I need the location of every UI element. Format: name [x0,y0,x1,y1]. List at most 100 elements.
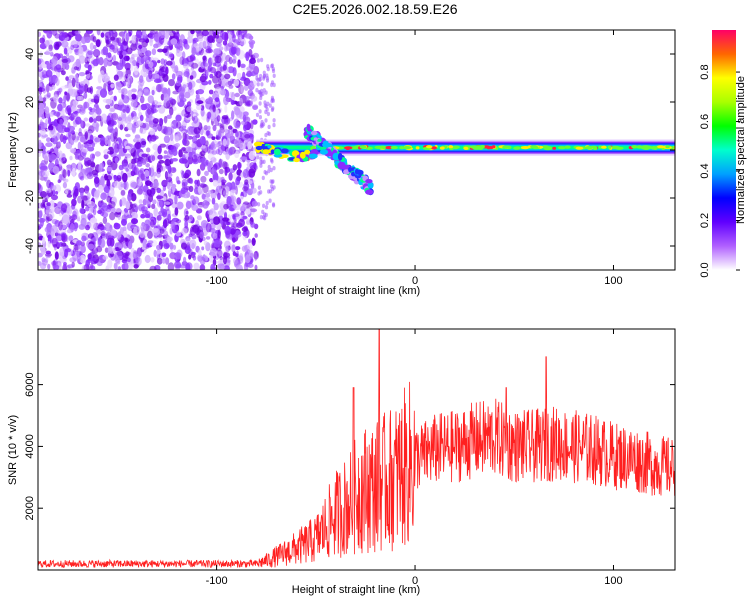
noise-speckle [248,238,252,244]
noise-speckle [162,219,168,229]
noise-speckle [46,92,51,98]
noise-speckle [70,40,78,48]
noise-speckle [172,167,176,172]
noise-speckle [46,30,53,39]
noise-speckle [83,92,88,99]
noise-speckle [53,94,59,103]
noise-speckle [153,33,160,43]
noise-speckle [146,107,155,116]
noise-speckle [207,209,214,215]
noise-speckle [244,179,249,185]
noise-speckle [248,82,255,91]
noise-speckle [38,170,46,177]
noise-speckle [175,219,182,224]
noise-speckle [62,214,70,225]
noise-speckle [191,142,196,149]
noise-speckle [261,175,265,181]
noise-speckle [211,150,217,155]
noise-speckle [118,76,127,82]
noise-speckle [132,250,138,260]
spectrogram-xtick-label: 100 [604,275,622,287]
noise-speckle [260,82,264,87]
noise-speckle [76,217,81,222]
tone-hotspot [486,146,491,150]
noise-speckle [51,194,58,201]
noise-speckle [178,149,183,158]
noise-speckle [178,86,186,95]
noise-speckle [44,51,51,55]
noise-speckle [127,155,132,164]
noise-speckle [249,58,256,65]
descending-feature-mark [319,149,329,155]
tone-hotspot [502,145,510,149]
noise-speckle [106,237,112,247]
noise-speckle [250,222,256,228]
noise-speckle [73,222,78,232]
noise-speckle [213,202,219,211]
noise-speckle [166,60,173,66]
noise-speckle [45,217,50,223]
colorbar: 0.0 0.2 0.4 0.6 0.8 Normalized spectral ampl… [699,30,747,278]
noise-speckle [88,130,92,135]
noise-speckle [120,197,127,206]
tone-hotspot [367,146,371,150]
noise-speckle [158,68,163,77]
noise-speckle [58,97,63,104]
noise-speckle [131,163,137,172]
noise-speckle [220,30,224,33]
tone-hotspot [552,146,557,150]
tone-segment [253,141,263,147]
noise-speckle [157,154,163,160]
noise-speckle [140,213,146,219]
noise-speckle [243,77,251,86]
noise-speckle [240,195,244,200]
noise-speckle [242,186,249,192]
noise-speckle [119,124,124,131]
noise-speckle [272,82,276,88]
noise-speckle [211,197,216,205]
noise-speckle [109,44,115,50]
noise-speckle [196,168,201,177]
noise-speckle [86,172,94,180]
noise-speckle [74,30,81,35]
noise-speckle [131,88,137,93]
snr-xtick-label: 0 [412,575,418,587]
noise-speckle [207,190,214,194]
tone-hotspot [344,146,353,150]
noise-speckle [146,147,151,153]
noise-speckle [79,176,85,181]
noise-speckle [94,189,100,198]
noise-speckle [53,264,60,270]
noise-speckle [79,207,85,214]
tone-segment [304,149,311,155]
noise-speckle [116,105,121,111]
noise-speckle [48,86,53,91]
noise-speckle [184,44,190,50]
snr-ytick-label: 2000 [24,496,36,520]
noise-speckle [261,209,265,215]
descending-feature-mark [351,171,356,177]
noise-speckle [271,68,276,74]
noise-speckle [73,110,79,116]
noise-speckle [38,58,42,66]
noise-speckle [164,30,171,33]
noise-speckle [48,74,54,85]
noise-speckle [183,256,187,263]
noise-speckle [107,139,111,147]
noise-speckle [152,57,159,62]
noise-speckle [122,95,130,104]
noise-speckle [96,245,103,253]
noise-speckle [209,254,214,263]
noise-speckle [38,81,43,87]
snr-xtick-label: 100 [604,575,622,587]
noise-speckle [41,258,48,266]
noise-speckle [217,260,225,265]
noise-speckle [168,53,175,58]
noise-speckle [264,90,268,95]
noise-speckle [171,73,176,80]
noise-speckle [236,264,243,270]
noise-speckle [106,159,112,166]
noise-speckle [259,163,263,168]
noise-speckle [121,51,128,56]
noise-speckle [189,75,194,80]
